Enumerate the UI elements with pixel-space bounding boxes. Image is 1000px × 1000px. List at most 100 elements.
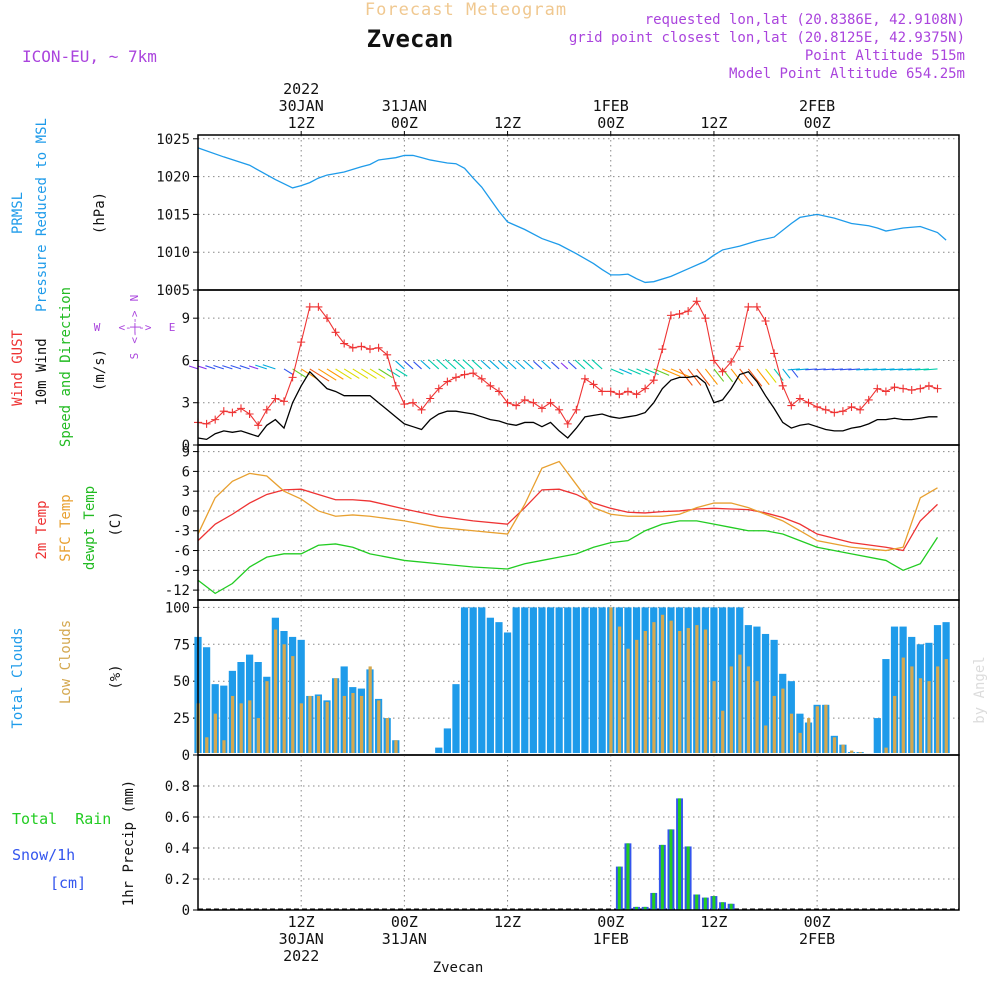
gust-marker: [666, 311, 675, 320]
wind-unit: (m/s): [92, 349, 108, 391]
low-cloud-bar: [824, 704, 828, 753]
pressure-line: [197, 147, 947, 284]
low-cloud-bar: [927, 681, 931, 753]
wind-direction-arrow: [567, 361, 577, 370]
low-cloud-bar: [643, 631, 647, 753]
wind-direction-arrow: [765, 368, 777, 383]
wind-direction-arrow: [923, 368, 938, 371]
time-label-bottom: 00Z: [391, 913, 418, 931]
total-cloud-bar: [546, 607, 555, 753]
temp-unit: (C): [108, 511, 124, 536]
low-cloud-bar: [394, 740, 398, 753]
total-cloud-bar: [890, 626, 899, 753]
low-cloud-bar: [256, 718, 260, 753]
precip-snow-unit: [cm]: [50, 874, 86, 892]
gust-marker: [494, 387, 503, 396]
gust-marker: [847, 402, 856, 411]
gust-marker: [572, 405, 581, 414]
time-label-top: 31JAN: [382, 97, 427, 115]
gust-marker: [658, 345, 667, 354]
low-cloud-bar: [273, 629, 278, 753]
low-cloud-bar: [213, 713, 218, 753]
gust-marker: [451, 373, 460, 382]
low-cloud-bar: [738, 654, 742, 753]
gust-marker: [924, 381, 933, 390]
rain-bar: [729, 903, 733, 910]
precip-panel: 0 0.2 0.4 0.6 0.8: [165, 754, 960, 919]
low-cloud-bar: [764, 725, 768, 753]
gust-marker: [211, 415, 220, 424]
rain-bar: [652, 892, 656, 910]
gust-marker: [365, 345, 374, 354]
low-cloud-bar: [316, 695, 321, 753]
wind-direction-arrow: [880, 368, 895, 371]
time-label-bottom: 31JAN: [382, 930, 427, 948]
rain-bar: [678, 798, 682, 910]
clouds-panel: 0 25 50 75 100: [165, 599, 960, 764]
wind-direction-arrow: [436, 358, 448, 370]
wind-speed-line: [197, 370, 938, 441]
low-cloud-bar: [884, 747, 888, 753]
gust-marker: [735, 342, 744, 351]
compass-rose: W E N S <-|-> <-|->: [94, 295, 176, 360]
time-label-top: 1FEB: [593, 97, 629, 115]
wind-direction-arrow: [560, 362, 569, 370]
low-cloud-bar: [910, 666, 914, 753]
wind-direction-arrow: [823, 368, 835, 371]
wind-direction-arrow: [872, 368, 886, 371]
gust-marker: [408, 398, 417, 407]
total-cloud-bar: [297, 639, 305, 753]
wind-direction-arrow: [197, 365, 207, 370]
y-tick-label: 0.2: [165, 872, 190, 888]
gust-marker: [787, 401, 796, 410]
gust-marker: [916, 384, 925, 393]
low-cloud-bar: [660, 614, 665, 753]
total-cloud-bar: [254, 662, 262, 753]
low-cloud-bar: [368, 666, 372, 753]
total-cloud-bar: [443, 728, 451, 753]
wind-direction-arrow: [489, 360, 500, 370]
wind-direction-arrow: [790, 368, 799, 378]
low-cloud-bar: [342, 695, 346, 753]
rain-bar: [617, 866, 621, 910]
gust-marker: [804, 398, 813, 407]
temp-2m-line: [197, 488, 938, 552]
gust-marker: [391, 381, 400, 390]
wind-direction-arrow: [498, 360, 508, 370]
gust-marker: [606, 387, 615, 396]
wind-direction-arrow: [619, 368, 632, 375]
gust-marker: [417, 405, 426, 414]
low-cloud-bar: [377, 700, 381, 753]
gust-marker: [486, 381, 495, 390]
total-cloud-bar: [581, 607, 589, 753]
wind-direction-arrow: [352, 368, 369, 379]
wind-direction-arrow: [205, 365, 216, 370]
low-cloud-bar: [729, 666, 733, 753]
wind-direction-arrow: [386, 368, 401, 378]
gust-marker: [469, 369, 478, 378]
total-cloud-bar: [598, 607, 606, 753]
low-cloud-bar: [746, 666, 751, 753]
total-cloud-bar: [718, 607, 727, 753]
low-cloud-bar: [798, 732, 802, 753]
compass-arrows-h: <-|->: [118, 321, 151, 334]
y-tick-label: -3: [173, 524, 190, 540]
time-label-bottom: 12Z: [494, 913, 521, 931]
time-label-top: 00Z: [804, 114, 831, 132]
low-cloud-bar: [669, 620, 673, 753]
y-tick-label: 0: [182, 903, 190, 919]
gust-marker: [770, 349, 779, 358]
wind-direction-arrow: [787, 368, 800, 371]
y-tick-label: 1005: [156, 283, 190, 299]
station-title: Zvecan: [367, 25, 454, 53]
y-tick-label: 0.8: [165, 779, 190, 795]
low-cloud-bar: [678, 631, 682, 753]
wind-direction-arrow: [796, 368, 809, 371]
wind-direction-arrow: [574, 359, 586, 370]
low-cloud-bar: [308, 695, 312, 753]
total-cloud-bar: [469, 607, 477, 753]
wind-direction-arrow: [805, 368, 818, 371]
low-cloud-bar: [944, 659, 948, 753]
time-label-bottom: 12Z: [288, 913, 315, 931]
